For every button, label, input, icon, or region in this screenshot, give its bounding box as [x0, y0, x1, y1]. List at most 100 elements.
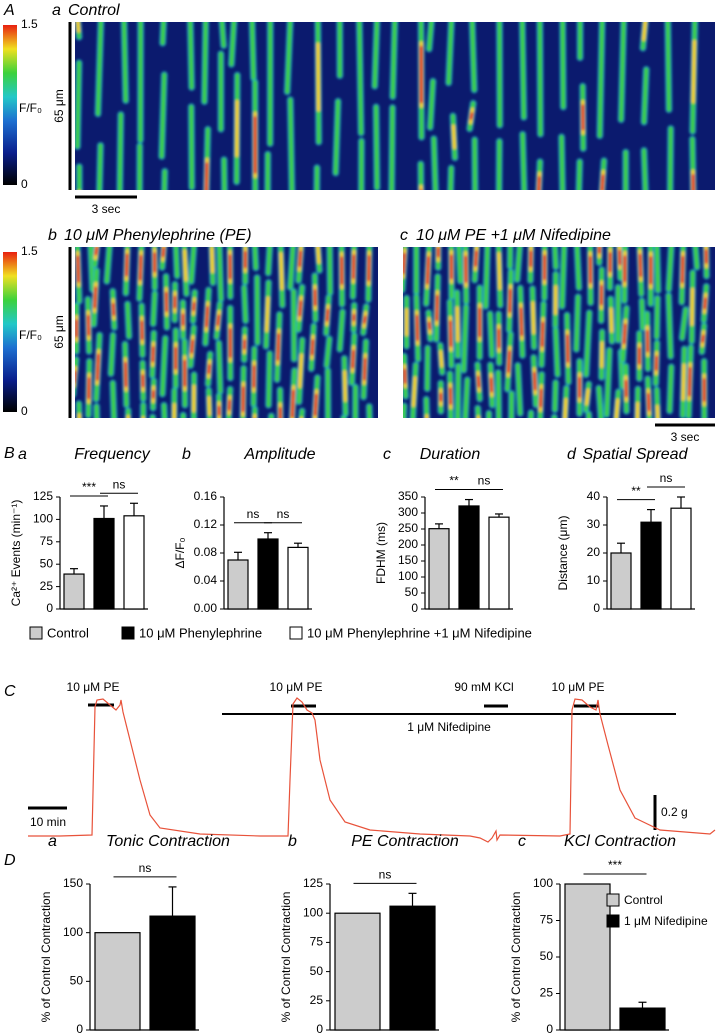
- kymograph-streak: [456, 247, 463, 284]
- drug-label: 10 μM PE: [67, 680, 120, 694]
- kymograph-streak: [252, 247, 258, 270]
- kymograph-streak: [159, 72, 167, 159]
- length-scale-label: 65 μm: [52, 315, 66, 349]
- kymograph-streak: [515, 363, 523, 416]
- y-tick-label: 0.00: [194, 601, 218, 615]
- kymograph-streak: [299, 416, 304, 418]
- kymograph-streak: [403, 403, 407, 418]
- panel-label: C: [4, 683, 16, 700]
- drug-label: 10 μM PE: [552, 680, 605, 694]
- kymograph-streak: [527, 409, 535, 418]
- kymograph-streak: [278, 252, 284, 291]
- y-tick-label: 25: [540, 986, 554, 1000]
- kymograph-streak: [310, 339, 315, 356]
- kymograph-title: Control: [68, 2, 120, 19]
- kymograph-streak: [207, 364, 211, 375]
- y-tick-label: 100: [303, 905, 323, 919]
- kymograph-streak: [190, 339, 195, 354]
- bar: [94, 932, 141, 1031]
- kymograph-streak: [530, 427, 531, 439]
- kymograph-streak: [530, 301, 536, 335]
- kymograph-streak: [390, 22, 397, 99]
- kymograph-streak: [402, 423, 403, 458]
- kymograph-streak: [515, 247, 522, 282]
- y-tick-label: 50: [540, 949, 554, 963]
- legend-swatch: [121, 626, 135, 640]
- kymograph-streak: [278, 387, 283, 418]
- kymograph-streak: [654, 387, 660, 418]
- kymograph-streak: [635, 401, 640, 418]
- y-tick-label: 0.08: [194, 545, 218, 559]
- kymograph-streak: [596, 386, 603, 418]
- kymograph-streak: [597, 22, 605, 138]
- kymograph-streak: [552, 380, 558, 412]
- kymograph-streak: [204, 127, 210, 190]
- kymograph-streak: [182, 249, 188, 282]
- kymograph-streak: [75, 370, 77, 383]
- kymograph-streak: [576, 159, 582, 190]
- chart-title: PE Contraction: [351, 833, 459, 850]
- kymograph-streak: [586, 411, 591, 418]
- y-tick-label: 200: [398, 537, 418, 551]
- significance-label: ns: [478, 474, 491, 488]
- kymograph-streak: [641, 148, 648, 190]
- kymograph-streak: [202, 22, 208, 104]
- y-tick-label: 125: [33, 489, 53, 503]
- kymograph-streak: [402, 427, 403, 454]
- kymograph-streak: [584, 310, 592, 377]
- kymograph-streak: [528, 410, 534, 418]
- legend-label: 10 μM Phenylephrine +1 μM Nifedipine: [307, 625, 532, 640]
- kymograph-streak: [160, 22, 166, 46]
- kymograph-streak: [242, 285, 248, 323]
- y-tick-label: 150: [398, 553, 418, 567]
- significance-label: ***: [608, 858, 622, 872]
- kymograph-streak: [110, 381, 116, 418]
- kymograph-streak: [424, 397, 429, 418]
- bar: [123, 515, 145, 610]
- y-tick-label: 0: [411, 601, 418, 615]
- legend-label: Control: [624, 893, 663, 907]
- kymograph-streak: [229, 22, 236, 67]
- kymograph-streak: [532, 371, 537, 391]
- significance-label: **: [631, 484, 641, 498]
- y-tick-label: 25: [310, 993, 324, 1007]
- kymograph-streak: [472, 137, 478, 190]
- legend-label: 1 μM Nifedipine: [624, 914, 708, 928]
- kymograph-streak: [297, 353, 304, 389]
- kymograph-streak: [553, 327, 560, 377]
- kymograph-streak: [216, 314, 221, 327]
- kymograph-streak: [693, 247, 699, 270]
- kymograph-streak: [537, 22, 543, 137]
- kymograph-streak: [530, 423, 531, 443]
- y-tick-label: 150: [63, 876, 83, 890]
- kymograph-streak: [691, 173, 695, 190]
- kymograph-streak: [680, 307, 688, 340]
- kymograph-streak: [298, 250, 303, 268]
- bar: [488, 516, 510, 610]
- kymograph-streak: [75, 22, 81, 33]
- kymograph-streak: [173, 247, 180, 278]
- kymograph-streak: [507, 350, 511, 373]
- kymograph-streak: [448, 166, 454, 190]
- kymograph-streak: [552, 247, 558, 269]
- nifedipine-label: 1 μM Nifedipine: [407, 720, 491, 734]
- kymograph-streak: [374, 104, 380, 190]
- kymograph-streak: [455, 363, 461, 418]
- kymograph-streak: [562, 397, 568, 418]
- y-axis-label: ΔF/F₀: [173, 537, 187, 568]
- kymograph-streaks: [75, 247, 374, 418]
- kymograph-streak: [160, 336, 168, 397]
- y-tick-label: 40: [587, 489, 601, 503]
- kymograph-streak: [488, 311, 494, 358]
- panel-label: B: [4, 445, 15, 462]
- colorbar: [3, 25, 17, 185]
- significance-label: **: [449, 474, 459, 488]
- panel-sub-label: d: [567, 446, 577, 463]
- panel-sub-label: c: [518, 833, 526, 850]
- significance-label: ns: [660, 471, 673, 485]
- kymograph-streak: [315, 247, 321, 265]
- kymograph-streak: [690, 137, 696, 190]
- kymograph-streak: [654, 247, 660, 293]
- kymograph-streak: [95, 353, 100, 381]
